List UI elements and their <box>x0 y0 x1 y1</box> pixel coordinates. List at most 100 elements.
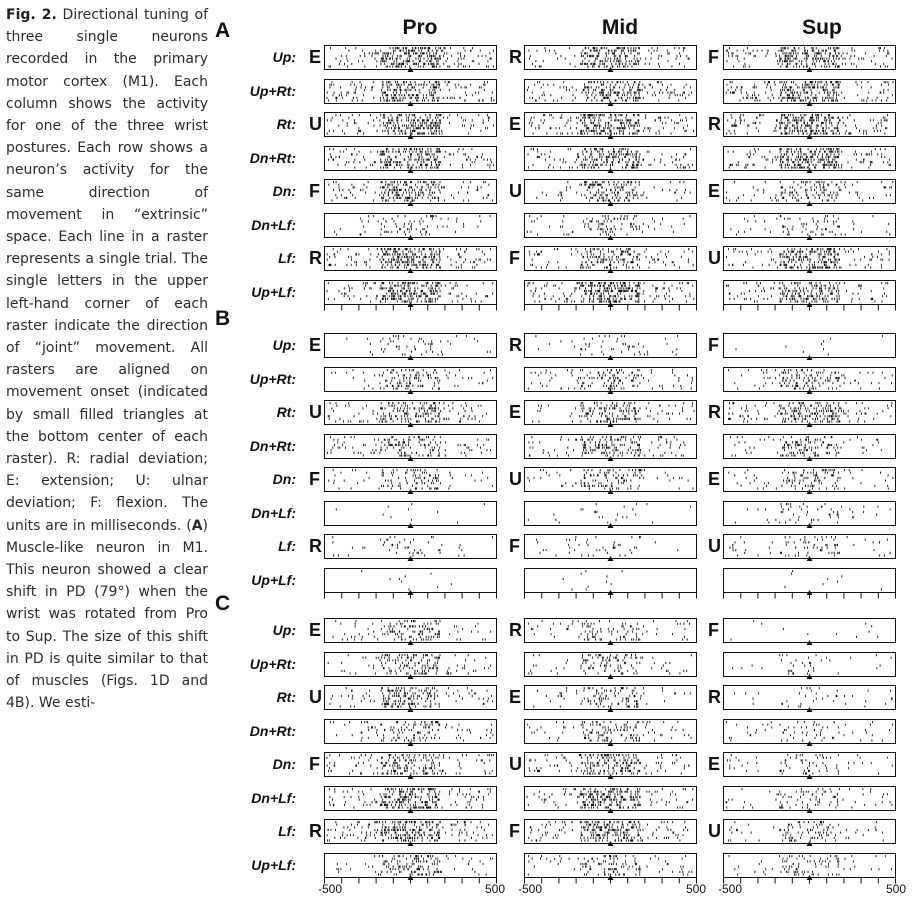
raster-plot <box>324 366 497 394</box>
raster-plot <box>524 752 697 779</box>
onset-triangle-icon <box>607 740 614 746</box>
raster-plot <box>324 179 497 206</box>
raster-plot <box>524 500 697 528</box>
spike-ticks <box>326 821 493 842</box>
spike-ticks <box>726 281 889 303</box>
onset-triangle-icon <box>806 673 813 679</box>
raster-plot <box>524 819 697 846</box>
spike-ticks <box>528 47 690 68</box>
joint-letter: R <box>708 402 721 422</box>
onset-triangle-icon <box>607 355 614 360</box>
raster-plot <box>723 279 896 310</box>
raster-frame <box>723 467 896 492</box>
axis-label-pro-max: 500 <box>485 882 506 896</box>
joint-letter: R <box>309 248 322 268</box>
joint-letter: E <box>708 469 721 489</box>
raster-plot <box>524 852 697 883</box>
spike-ticks <box>332 536 493 557</box>
spike-ticks <box>326 248 492 269</box>
joint-letter: F <box>309 181 320 201</box>
raster-plot <box>524 785 697 813</box>
joint-letter: E <box>509 687 522 707</box>
spike-ticks <box>332 620 492 641</box>
joint-letter: R <box>509 47 522 67</box>
spike-ticks <box>326 80 495 102</box>
onset-triangle-icon <box>607 489 614 494</box>
raster-plot <box>324 400 497 427</box>
joint-letter: R <box>708 114 721 134</box>
onset-triangle-icon <box>607 201 614 206</box>
onset-triangle-icon <box>806 201 813 206</box>
row-label: Up+Rt: <box>249 655 296 672</box>
raster-plot <box>524 534 697 561</box>
spike-ticks <box>528 248 694 269</box>
raster-plot <box>723 718 896 746</box>
spike-ticks <box>562 569 623 591</box>
spike-ticks <box>536 536 679 557</box>
raster-plot <box>723 685 896 712</box>
onset-triangle-icon <box>407 100 414 106</box>
raster-frame <box>324 366 497 392</box>
onset-triangle-icon <box>407 640 414 645</box>
raster-frame <box>524 534 697 559</box>
joint-letter: U <box>708 536 721 556</box>
onset-triangle-icon <box>407 707 414 712</box>
spike-ticks <box>326 754 494 775</box>
onset-triangle-icon <box>607 841 614 846</box>
raster-plot <box>723 45 896 72</box>
spike-ticks <box>729 536 891 557</box>
row-label: Lf: <box>278 823 296 839</box>
raster-plot <box>324 45 497 72</box>
joint-letter: F <box>708 620 719 640</box>
joint-letter: U <box>309 114 322 134</box>
raster-frame <box>524 618 697 643</box>
raster-frame <box>524 567 697 593</box>
onset-triangle-icon <box>806 556 813 561</box>
raster-plot <box>723 819 896 846</box>
raster-frame <box>524 500 697 526</box>
spike-ticks <box>326 114 494 135</box>
onset-triangle-icon <box>806 268 813 273</box>
spike-ticks <box>730 620 879 641</box>
raster-plot <box>524 433 697 461</box>
raster-frame <box>524 467 697 492</box>
spike-ticks <box>328 47 495 68</box>
spike-ticks <box>528 114 694 135</box>
onset-triangle-icon <box>407 167 414 173</box>
row-label: Rt: <box>276 116 296 132</box>
joint-letter: R <box>509 620 522 640</box>
onset-triangle-icon <box>607 422 614 427</box>
spike-ticks <box>327 653 492 675</box>
onset-triangle-icon <box>806 774 813 779</box>
onset-triangle-icon <box>407 673 414 679</box>
caption-text-1: Directional tuning of three single neuro… <box>6 7 208 534</box>
raster-plot <box>524 567 697 598</box>
joint-letter: E <box>708 754 721 774</box>
raster-plot <box>723 212 896 240</box>
onset-triangle-icon <box>407 201 414 206</box>
axis-label-sup-min: -500 <box>718 882 743 896</box>
row-label: Dn: <box>272 183 296 199</box>
spike-ticks <box>728 469 894 490</box>
row-label: Dn+Rt: <box>249 149 296 166</box>
onset-triangle-icon <box>806 134 813 139</box>
row-label: Dn: <box>272 756 296 772</box>
spike-ticks <box>528 754 690 775</box>
onset-triangle-icon <box>607 774 614 779</box>
raster-plot <box>723 752 896 779</box>
onset-triangle-icon <box>407 489 414 494</box>
spike-ticks <box>533 687 691 708</box>
spike-ticks <box>326 281 494 303</box>
joint-letter: E <box>509 114 522 134</box>
onset-triangle-icon <box>407 774 414 779</box>
raster-plot <box>723 785 896 813</box>
raster-plot <box>324 567 497 598</box>
raster-plot <box>723 333 896 360</box>
raster-plot <box>723 366 896 394</box>
joint-letter: E <box>309 620 322 640</box>
raster-frame <box>723 212 896 238</box>
raster-plot <box>524 279 697 310</box>
axis-ticks <box>524 877 697 883</box>
spike-ticks <box>328 787 491 809</box>
spike-ticks <box>336 854 494 876</box>
